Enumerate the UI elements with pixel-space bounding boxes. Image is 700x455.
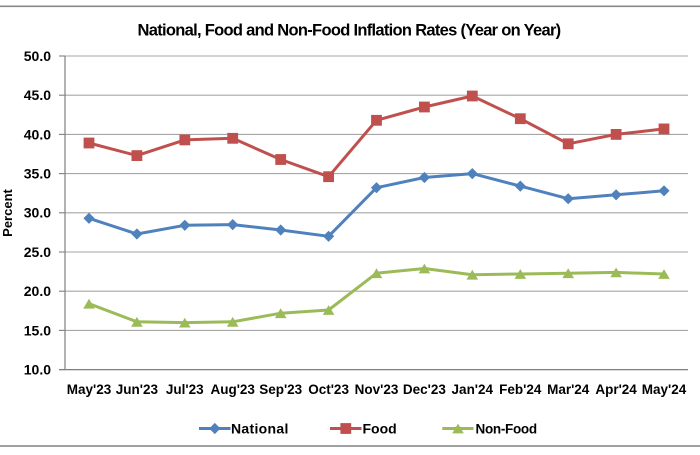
svg-text:30.0: 30.0 <box>24 205 51 221</box>
svg-text:25.0: 25.0 <box>24 244 51 260</box>
svg-text:National: National <box>231 421 289 437</box>
svg-text:Jan'24: Jan'24 <box>452 382 494 397</box>
svg-text:National, Food and Non-Food In: National, Food and Non-Food Inflation Ra… <box>138 22 561 40</box>
svg-text:Jul'23: Jul'23 <box>166 382 204 397</box>
svg-text:Mar'24: Mar'24 <box>547 382 590 397</box>
svg-text:Food: Food <box>363 421 397 437</box>
svg-text:Non-Food: Non-Food <box>476 422 537 437</box>
svg-text:20.0: 20.0 <box>24 283 51 299</box>
svg-text:45.0: 45.0 <box>24 87 51 103</box>
svg-text:35.0: 35.0 <box>24 166 51 182</box>
svg-text:Apr'24: Apr'24 <box>595 382 637 397</box>
svg-text:10.0: 10.0 <box>24 362 51 378</box>
svg-text:Aug'23: Aug'23 <box>210 382 255 397</box>
svg-text:50.0: 50.0 <box>24 48 51 64</box>
svg-text:Sep'23: Sep'23 <box>259 382 302 397</box>
svg-text:Oct'23: Oct'23 <box>308 382 349 397</box>
svg-text:May'24: May'24 <box>642 382 687 397</box>
svg-text:Dec'23: Dec'23 <box>403 382 446 397</box>
svg-text:40.0: 40.0 <box>24 126 51 142</box>
svg-text:15.0: 15.0 <box>24 322 51 338</box>
svg-text:Feb'24: Feb'24 <box>499 382 542 397</box>
svg-text:Jun'23: Jun'23 <box>116 382 159 397</box>
svg-text:Nov'23: Nov'23 <box>355 382 399 397</box>
svg-text:May'23: May'23 <box>67 382 112 397</box>
svg-text:Percent: Percent <box>0 188 15 236</box>
